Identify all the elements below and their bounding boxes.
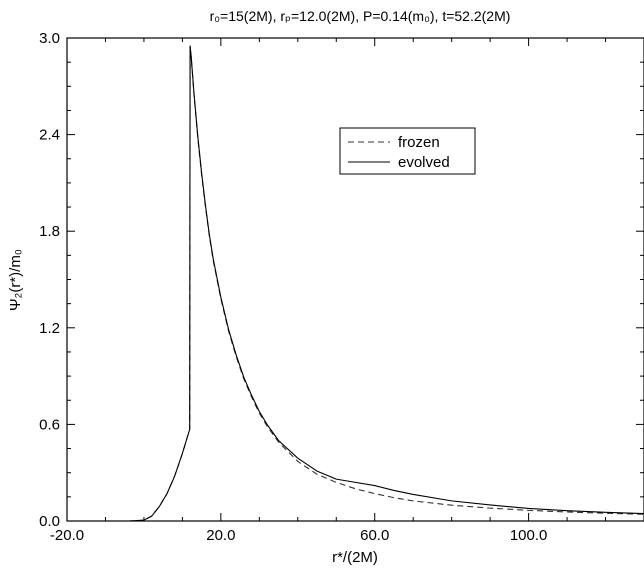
x-tick-label: -20.0 — [50, 527, 84, 544]
x-tick-label: 100.0 — [510, 527, 548, 544]
legend-box — [339, 127, 476, 175]
y-tick-label: 0.6 — [39, 416, 60, 433]
x-axis-label: r*/(2M) — [332, 549, 378, 566]
legend: frozen evolved — [339, 127, 476, 175]
y-tick-label: 1.8 — [39, 223, 60, 240]
x-tick-label: 60.0 — [360, 527, 389, 544]
y-tick-label: 2.4 — [39, 127, 60, 144]
y-axis-ticks: 0.0 0.6 1.2 1.8 2.4 3.0 — [39, 30, 644, 530]
x-tick-label: 20.0 — [206, 527, 235, 544]
legend-label-frozen: frozen — [398, 134, 440, 151]
chart-title: r₀=15(2M), rₚ=12.0(2M), P=0.14(m₀), t=52… — [210, 8, 511, 24]
y-axis-label: Ψ₂(r*)/m₀ — [7, 249, 24, 311]
series-line-frozen — [67, 45, 644, 522]
series-layer — [67, 45, 644, 522]
series-line-evolved — [67, 45, 644, 522]
y-tick-label: 3.0 — [39, 30, 60, 47]
y-tick-label: 0.0 — [39, 513, 60, 530]
y-tick-label: 1.2 — [39, 320, 60, 337]
x-axis-ticks: -20.0 20.0 60.0 100.0 — [50, 38, 644, 544]
legend-label-evolved: evolved — [398, 154, 450, 171]
plot-frame — [66, 37, 644, 522]
